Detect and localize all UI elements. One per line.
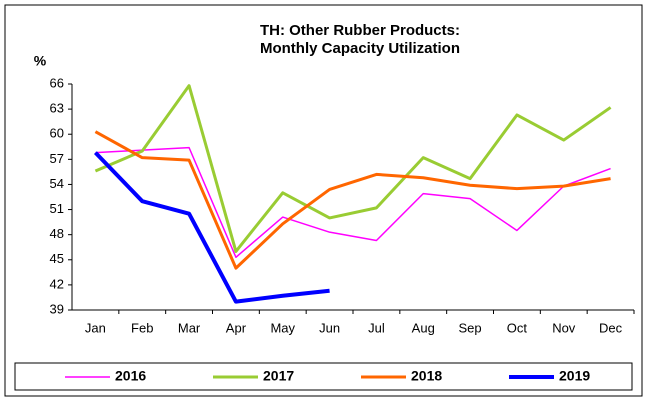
chart-title: Monthly Capacity Utilization [260,40,460,57]
y-tick-label: 54 [50,176,64,191]
y-axis-label: % [34,53,47,69]
x-tick-label: Oct [507,320,528,335]
y-tick-label: 60 [50,126,64,141]
legend-label: 2017 [263,368,294,384]
y-tick-label: 51 [50,201,64,216]
series-line [94,130,611,270]
legend-box [14,362,633,391]
x-tick-label: Aug [412,320,435,335]
legend-label: 2019 [559,368,590,384]
x-tick-label: Nov [552,320,576,335]
x-tick-label: Mar [178,320,201,335]
x-tick-label: Jan [85,320,106,335]
y-tick-label: 42 [50,276,64,291]
x-tick-label: Jul [368,320,385,335]
series-line [93,151,330,304]
chart-frame [4,4,643,397]
legend-label: 2016 [115,368,146,384]
series-line [95,146,611,259]
y-tick-label: 63 [50,101,64,116]
chart-title: TH: Other Rubber Products: [260,22,460,39]
y-tick-label: 39 [50,301,64,316]
y-tick-label: 57 [50,151,64,166]
x-tick-label: Sep [459,320,482,335]
x-tick-label: Feb [131,320,153,335]
x-tick-label: May [270,320,295,335]
series-line [94,84,612,253]
x-tick-label: Apr [226,320,247,335]
y-tick-label: 66 [50,75,64,90]
legend-label: 2018 [411,368,442,384]
y-tick-label: 48 [50,226,64,241]
x-tick-label: Dec [599,320,623,335]
y-tick-label: 45 [50,251,64,266]
x-tick-label: Jun [319,320,340,335]
